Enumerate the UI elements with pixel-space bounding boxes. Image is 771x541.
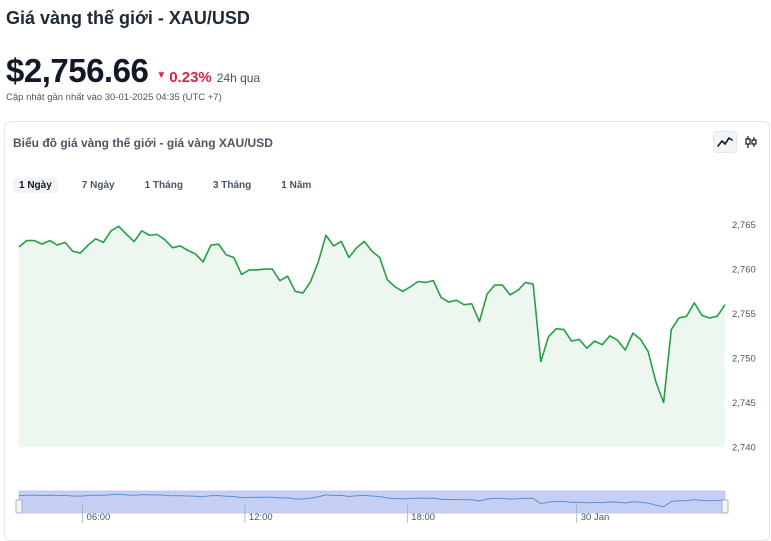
y-tick-label: 2,750: [732, 354, 756, 365]
navigator-line: [18, 493, 726, 508]
candlestick-view-button[interactable]: [739, 131, 763, 153]
price-area: [19, 226, 725, 447]
price-line: [18, 225, 726, 404]
line-view-button[interactable]: [713, 131, 737, 153]
price-row: $2,756.66 ▼ 0.23% 24h qua: [6, 52, 260, 90]
y-tick-label: 2,740: [732, 443, 756, 454]
y-tick-label: 2,760: [732, 265, 756, 276]
down-arrow-icon: ▼: [156, 70, 167, 81]
tab-7-days[interactable]: 7 Ngày: [81, 180, 115, 191]
navigator-tick-label: 12:00: [249, 512, 273, 523]
price-chart: 2,740 2,745 2,750 2,755 2,760 2,765 06:00 12:00…: [15, 220, 756, 523]
tab-1-year[interactable]: 1 Năm: [281, 180, 312, 191]
navigator-handle-right[interactable]: [721, 499, 729, 514]
y-tick-label: 2,755: [732, 309, 756, 320]
chart-title: Biểu đồ giá vàng thế giới - giá vàng XAU…: [13, 136, 273, 150]
tab-1-month[interactable]: 1 Tháng: [144, 180, 183, 191]
tab-1-day[interactable]: 1 Ngày: [13, 178, 58, 193]
last-updated: Cập nhật gần nhất vào 30-01-2025 04:35 (…: [6, 92, 222, 103]
change-percent: 0.23%: [169, 69, 212, 86]
page-title: Giá vàng thế giới - XAU/USD: [6, 8, 250, 28]
navigator-tick-label: 06:00: [87, 512, 111, 523]
tab-3-months[interactable]: 3 Tháng: [212, 180, 252, 191]
y-tick-label: 2,765: [732, 220, 756, 231]
candlestick-icon: [745, 136, 757, 148]
current-price: $2,756.66: [6, 52, 149, 89]
change-period: 24h qua: [216, 71, 261, 85]
y-tick-label: 2,745: [732, 398, 756, 409]
navigator-handle-left[interactable]: [15, 499, 23, 514]
line-chart-icon: [717, 137, 733, 147]
range-tabs: 1 Ngày 7 Ngày 1 Tháng 3 Tháng 1 Năm: [13, 178, 317, 193]
navigator-tick-label: 30 Jan: [581, 512, 610, 523]
chart-view-switch: [713, 131, 763, 153]
navigator-tick-label: 18:00: [411, 512, 435, 523]
